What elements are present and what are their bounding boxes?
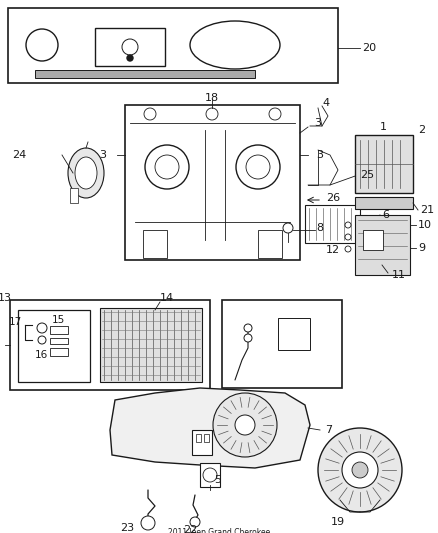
- Circle shape: [37, 323, 47, 333]
- Bar: [204, 434, 209, 442]
- Text: 22: 22: [183, 525, 197, 533]
- Bar: [50, 326, 68, 334]
- Bar: [95, 28, 165, 66]
- Text: 6: 6: [382, 210, 389, 220]
- Bar: [100, 308, 202, 382]
- Text: 20: 20: [362, 43, 376, 53]
- Text: 11: 11: [392, 270, 406, 280]
- Bar: [222, 300, 342, 388]
- Bar: [355, 215, 410, 275]
- Text: 1: 1: [380, 122, 387, 132]
- Bar: [125, 105, 300, 260]
- Text: 17: 17: [8, 317, 21, 327]
- Circle shape: [155, 155, 179, 179]
- Text: 23: 23: [120, 523, 134, 533]
- Text: 2011 Jeep Grand Cherokee
A/C & Heater Unit Diagram: 2011 Jeep Grand Cherokee A/C & Heater Un…: [167, 528, 271, 533]
- Text: 8: 8: [316, 223, 323, 233]
- Circle shape: [244, 324, 252, 332]
- Circle shape: [145, 145, 189, 189]
- Text: 10: 10: [418, 220, 432, 230]
- Circle shape: [127, 55, 133, 61]
- Circle shape: [342, 452, 378, 488]
- Bar: [18, 310, 90, 382]
- Circle shape: [236, 145, 280, 189]
- Text: 12: 12: [326, 245, 340, 255]
- Circle shape: [141, 516, 155, 530]
- Circle shape: [26, 29, 58, 61]
- Bar: [258, 230, 282, 258]
- Circle shape: [283, 223, 293, 233]
- Text: 16: 16: [35, 350, 48, 360]
- Bar: [355, 197, 413, 209]
- Bar: [8, 8, 338, 83]
- Bar: [305, 205, 360, 243]
- Bar: [278, 318, 310, 350]
- Bar: [192, 430, 212, 455]
- Circle shape: [213, 393, 277, 457]
- Text: 19: 19: [331, 517, 345, 527]
- Circle shape: [235, 415, 255, 435]
- Text: 7: 7: [325, 425, 332, 435]
- Circle shape: [352, 462, 368, 478]
- Bar: [50, 348, 68, 356]
- Text: 24: 24: [12, 150, 26, 160]
- Circle shape: [246, 155, 270, 179]
- Text: 25: 25: [360, 170, 374, 180]
- Circle shape: [38, 336, 46, 344]
- Text: 15: 15: [52, 315, 65, 325]
- Bar: [10, 300, 210, 390]
- Circle shape: [244, 334, 252, 342]
- Circle shape: [318, 428, 402, 512]
- Circle shape: [345, 234, 351, 240]
- Text: 14: 14: [160, 293, 174, 303]
- Bar: [35, 70, 255, 78]
- Text: 3: 3: [314, 118, 321, 128]
- Text: 5: 5: [214, 475, 221, 485]
- Text: 18: 18: [205, 93, 219, 103]
- Text: 26: 26: [326, 193, 340, 203]
- Circle shape: [269, 108, 281, 120]
- Ellipse shape: [190, 21, 280, 69]
- Polygon shape: [110, 388, 310, 468]
- Circle shape: [206, 108, 218, 120]
- Circle shape: [190, 517, 200, 527]
- Circle shape: [122, 39, 138, 55]
- Text: 4: 4: [322, 98, 329, 108]
- Ellipse shape: [75, 157, 97, 189]
- Text: 3: 3: [317, 150, 324, 160]
- Circle shape: [345, 222, 351, 228]
- Circle shape: [203, 468, 217, 482]
- Bar: [196, 434, 201, 442]
- Circle shape: [345, 246, 351, 252]
- Bar: [50, 338, 68, 344]
- Text: 9: 9: [418, 243, 425, 253]
- Circle shape: [144, 108, 156, 120]
- Bar: [363, 230, 383, 250]
- Bar: [200, 463, 220, 487]
- Bar: [355, 135, 413, 193]
- Bar: [143, 230, 167, 258]
- Text: 21: 21: [420, 205, 434, 215]
- Bar: [70, 188, 78, 203]
- Text: 2: 2: [418, 125, 425, 135]
- Text: 13: 13: [0, 293, 12, 303]
- Ellipse shape: [68, 148, 104, 198]
- Text: 3: 3: [99, 150, 106, 160]
